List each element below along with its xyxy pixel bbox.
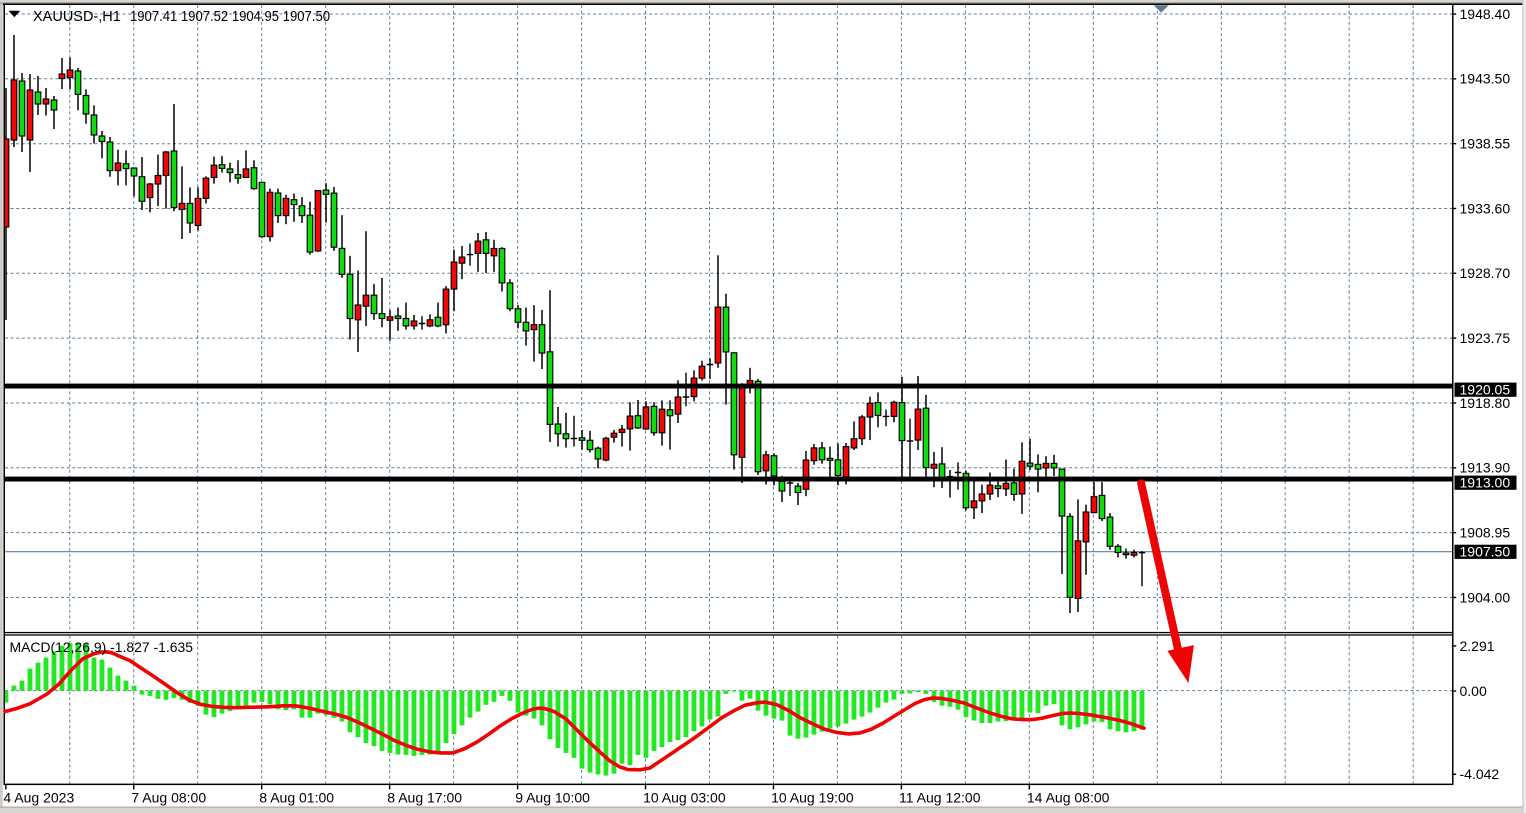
svg-text:-4.042: -4.042 xyxy=(1460,766,1500,782)
svg-text:10 Aug 03:00: 10 Aug 03:00 xyxy=(643,790,726,806)
svg-text:1943.50: 1943.50 xyxy=(1460,71,1511,87)
svg-text:1907.41 1907.52 1904.95 1907.5: 1907.41 1907.52 1904.95 1907.50 xyxy=(130,9,330,25)
svg-text:1928.70: 1928.70 xyxy=(1460,265,1511,281)
svg-text:1908.95: 1908.95 xyxy=(1460,525,1511,541)
svg-text:1933.60: 1933.60 xyxy=(1460,200,1511,216)
svg-text:1913.00: 1913.00 xyxy=(1460,475,1511,491)
svg-text:1904.00: 1904.00 xyxy=(1460,589,1511,605)
svg-text:1913.90: 1913.90 xyxy=(1460,460,1511,476)
svg-text:1918.80: 1918.80 xyxy=(1460,395,1511,411)
svg-text:11 Aug 12:00: 11 Aug 12:00 xyxy=(899,790,981,806)
svg-text:1938.55: 1938.55 xyxy=(1460,136,1511,152)
svg-text:8 Aug 17:00: 8 Aug 17:00 xyxy=(387,790,462,806)
svg-text:7 Aug 08:00: 7 Aug 08:00 xyxy=(131,790,206,806)
svg-text:1948.40: 1948.40 xyxy=(1460,6,1511,22)
svg-text:1920.05: 1920.05 xyxy=(1460,382,1511,398)
svg-text:8 Aug 01:00: 8 Aug 01:00 xyxy=(259,790,334,806)
svg-text:4 Aug 2023: 4 Aug 2023 xyxy=(3,790,74,806)
svg-text:10 Aug 19:00: 10 Aug 19:00 xyxy=(771,790,854,806)
svg-text:XAUUSD-,H1: XAUUSD-,H1 xyxy=(33,9,121,25)
svg-text:0.00: 0.00 xyxy=(1460,683,1487,699)
svg-text:1923.75: 1923.75 xyxy=(1460,330,1511,346)
svg-text:MACD(12,26,9) -1.827 -1.635: MACD(12,26,9) -1.827 -1.635 xyxy=(10,639,194,655)
svg-text:1907.50: 1907.50 xyxy=(1460,544,1511,560)
svg-text:9 Aug 10:00: 9 Aug 10:00 xyxy=(515,790,590,806)
svg-text:14 Aug 08:00: 14 Aug 08:00 xyxy=(1027,790,1110,806)
svg-text:2.291: 2.291 xyxy=(1460,638,1495,654)
